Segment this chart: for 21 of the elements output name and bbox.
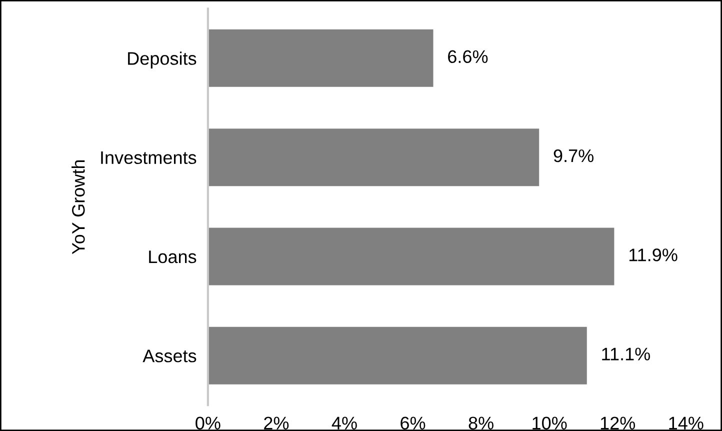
y-tick-label: Assets bbox=[142, 350, 196, 362]
x-tick-label: 6% bbox=[400, 416, 426, 430]
x-tick-label: 14% bbox=[669, 416, 704, 430]
y-axis-title: YoY Growth bbox=[72, 160, 85, 254]
text: 11.9% bbox=[629, 248, 678, 262]
bar bbox=[208, 228, 614, 286]
y-tick-label: Loans bbox=[149, 250, 196, 264]
text: 6.6% bbox=[448, 50, 488, 64]
text: 9.7% bbox=[554, 149, 594, 162]
x-tick-label: 0% bbox=[196, 416, 220, 430]
x-tick-label: 2% bbox=[264, 416, 289, 430]
y-tick-label: Investments bbox=[101, 151, 196, 164]
bar bbox=[208, 29, 434, 87]
x-tick-label: 8% bbox=[468, 416, 494, 430]
y-tick-label: Deposits bbox=[128, 52, 196, 68]
bar bbox=[208, 326, 587, 384]
bar bbox=[208, 128, 540, 186]
x-tick-label: 4% bbox=[332, 416, 357, 430]
text: 11.1% bbox=[602, 348, 650, 360]
x-tick-label: 12% bbox=[600, 416, 636, 430]
x-tick-label: 10% bbox=[532, 416, 567, 430]
